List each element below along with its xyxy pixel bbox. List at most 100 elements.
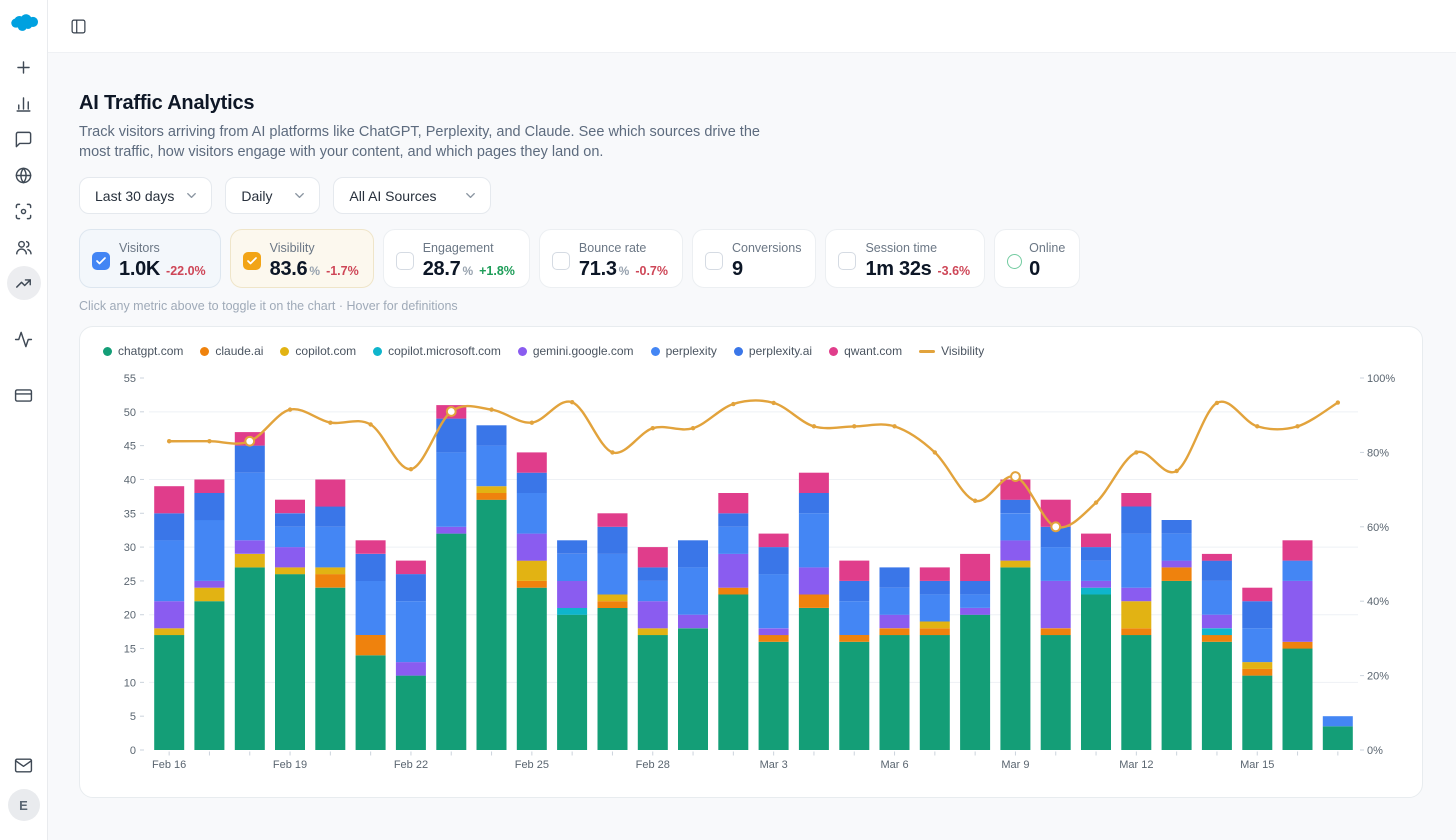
visibility-point[interactable] [207,439,212,444]
bar-segment[interactable] [1282,580,1313,642]
bar-segment[interactable] [1000,540,1031,561]
bar-segment[interactable] [1201,641,1232,750]
bar-segment[interactable] [275,574,305,750]
bar-segment[interactable] [557,553,588,581]
sidebar-item-new[interactable] [7,50,41,84]
bar-segment[interactable] [1242,628,1273,663]
bar-segment[interactable] [516,452,547,473]
bar-segment[interactable] [194,493,225,521]
visibility-point[interactable] [852,424,857,429]
bar-segment[interactable] [395,601,426,663]
visibility-point[interactable] [408,466,414,472]
legend-item[interactable]: Visibility [919,344,984,358]
bar-segment[interactable] [678,540,708,568]
bar-segment[interactable] [1282,648,1313,751]
bar-segment[interactable] [516,472,547,493]
bar-segment[interactable] [234,540,265,554]
legend-item[interactable]: copilot.com [280,344,356,358]
bar-segment[interactable] [839,580,870,602]
bar-segment[interactable] [1081,547,1111,561]
visibility-point[interactable] [569,399,575,405]
bar-segment[interactable] [234,445,265,473]
bar-segment[interactable] [798,608,829,750]
bar-segment[interactable] [1081,594,1111,750]
bar-segment[interactable] [1242,587,1273,602]
sidebar-item-inbox[interactable] [7,748,41,782]
bar-segment[interactable] [637,580,668,602]
bar-segment[interactable] [1242,601,1273,629]
bar-segment[interactable] [960,580,991,595]
visibility-point[interactable] [690,426,696,431]
visibility-point[interactable] [771,400,776,406]
legend-item[interactable]: copilot.microsoft.com [373,344,501,358]
bar-segment[interactable] [476,499,507,750]
bar-segment[interactable] [194,580,225,588]
metric-card-session-time[interactable]: Session time 1m 32s -3.6% [825,229,986,288]
bar-segment[interactable] [1121,493,1152,507]
visibility-point[interactable] [1255,424,1260,429]
visibility-point[interactable] [1093,500,1099,505]
visibility-point-highlighted[interactable] [1050,521,1062,533]
bar-segment[interactable] [798,567,829,595]
bar-segment[interactable] [194,587,225,602]
bar-segment[interactable] [637,547,668,568]
bar-segment[interactable] [395,662,426,676]
bar-segment[interactable] [194,601,225,750]
bar-segment[interactable] [395,560,426,575]
checkbox-checked-icon[interactable] [92,252,110,270]
sidebar-item-messages[interactable] [7,122,41,156]
bar-segment[interactable] [879,614,910,629]
bar-segment[interactable] [597,526,628,554]
legend-item[interactable]: chatgpt.com [103,344,183,358]
visibility-point-highlighted[interactable] [445,406,457,417]
bar-segment[interactable] [1161,533,1192,561]
sidebar-item-web[interactable] [7,158,41,192]
visibility-point-highlighted[interactable] [244,435,256,447]
bar-segment[interactable] [919,567,950,581]
bar-segment[interactable] [154,540,185,602]
bar-segment[interactable] [960,594,991,608]
bar-segment[interactable] [315,574,346,588]
metric-card-engagement[interactable]: Engagement 28.7 % +1.8% [382,229,530,288]
traffic-chart-svg[interactable]: 0 5 10 15 20 25 30 35 40 45 50 55 0% 20% 40% 60% 80% 100%… [80,327,1424,799]
bar-segment[interactable] [1121,533,1152,588]
bar-segment[interactable] [637,628,668,636]
bar-segment[interactable] [839,635,870,642]
bar-segment[interactable] [678,567,708,615]
metric-card-bounce-rate[interactable]: Bounce rate 71.3 % -0.7% [538,229,683,288]
bar-segment[interactable] [234,553,265,568]
bar-segment[interactable] [516,587,547,750]
visibility-point[interactable] [972,498,978,503]
bar-segment[interactable] [275,526,305,548]
legend-item[interactable]: perplexity.ai [733,344,812,358]
visibility-point[interactable] [610,450,615,455]
bar-segment[interactable] [315,479,346,507]
bar-segment[interactable] [1040,547,1071,581]
bar-segment[interactable] [879,628,910,636]
bar-segment[interactable] [194,520,225,581]
bar-segment[interactable] [839,641,870,750]
checkbox-unchecked-icon[interactable] [838,252,857,270]
user-avatar[interactable]: E [7,789,40,821]
bar-segment[interactable] [355,655,386,750]
bar-segment[interactable] [315,506,346,527]
bar-segment[interactable] [1201,628,1232,636]
bar-segment[interactable] [718,594,749,750]
bar-segment[interactable] [436,526,467,534]
bar-segment[interactable] [1000,513,1031,541]
metric-card-visibility[interactable]: Visibility 83.6 % -1.7% [229,229,374,288]
bar-segment[interactable] [476,425,507,446]
bar-segment[interactable] [678,614,708,629]
bar-segment[interactable] [1081,560,1111,581]
visibility-point[interactable] [1174,468,1179,474]
bar-segment[interactable] [839,560,870,581]
bar-segment[interactable] [718,513,749,527]
bar-segment[interactable] [154,513,185,541]
sidebar-item-analytics[interactable] [7,86,41,120]
bar-segment[interactable] [1081,587,1111,595]
bar-segment[interactable] [476,493,507,500]
bar-segment[interactable] [154,628,185,636]
visibility-point[interactable] [811,424,817,429]
bar-segment[interactable] [718,526,749,554]
bar-segment[interactable] [234,567,265,750]
